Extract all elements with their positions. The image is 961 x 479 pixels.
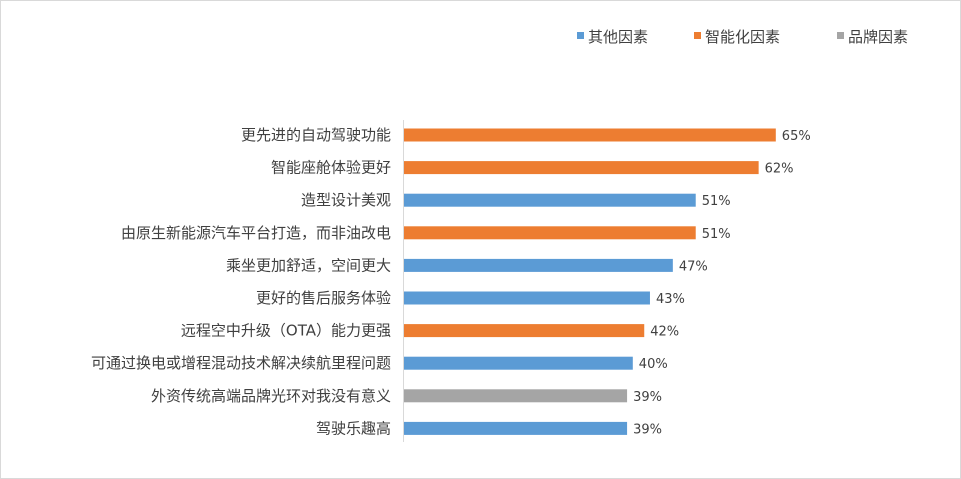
- bar-7: [404, 356, 633, 370]
- bar-8: [404, 389, 628, 403]
- category-label-5: 更好的售后服务体验: [256, 289, 391, 307]
- bar-2: [404, 193, 696, 207]
- category-label-7: 可通过换电或增程混动技术解决续航里程问题: [91, 354, 391, 372]
- bars-group: [404, 128, 776, 435]
- value-label-5: 43%: [656, 292, 685, 307]
- value-label-0: 65%: [782, 129, 811, 144]
- category-label-9: 驾驶乐趣高: [316, 419, 391, 437]
- bar-6: [404, 324, 645, 338]
- bar-0: [404, 128, 776, 142]
- legend-label-other: 其他因素: [588, 28, 648, 46]
- category-label-0: 更先进的自动驾驶功能: [241, 126, 391, 144]
- value-label-2: 51%: [702, 194, 731, 209]
- bar-5: [404, 291, 650, 305]
- value-label-3: 51%: [702, 227, 731, 242]
- value-labels-group: 65% 62% 51% 51% 47% 43% 42% 40% 39% 39%: [633, 129, 811, 437]
- category-label-6: 远程空中升级（OTA）能力更强: [181, 322, 391, 340]
- bar-3: [404, 226, 696, 240]
- bar-9: [404, 421, 628, 435]
- bar-1: [404, 161, 759, 175]
- value-label-7: 40%: [639, 357, 668, 372]
- value-label-9: 39%: [633, 422, 662, 437]
- value-label-6: 42%: [650, 325, 679, 340]
- legend: 其他因素 智能化因素 品牌因素: [577, 28, 908, 46]
- legend-swatch-other: [577, 32, 584, 39]
- legend-swatch-brand: [837, 32, 844, 39]
- category-label-4: 乘坐更加舒适，空间更大: [226, 256, 391, 274]
- value-label-1: 62%: [765, 162, 794, 177]
- category-label-3: 由原生新能源汽车平台打造，而非油改电: [121, 224, 391, 242]
- category-label-1: 智能座舱体验更好: [271, 159, 391, 177]
- legend-label-brand: 品牌因素: [848, 28, 908, 46]
- legend-swatch-smart: [694, 32, 701, 39]
- category-labels-group: 更先进的自动驾驶功能智能座舱体验更好造型设计美观由原生新能源汽车平台打造，而非油…: [91, 126, 391, 437]
- category-label-2: 造型设计美观: [301, 191, 391, 209]
- value-label-8: 39%: [633, 390, 662, 405]
- legend-label-smart: 智能化因素: [705, 28, 780, 46]
- value-label-4: 47%: [679, 259, 708, 274]
- bar-4: [404, 258, 673, 272]
- category-label-8: 外资传统高端品牌光环对我没有意义: [151, 387, 391, 405]
